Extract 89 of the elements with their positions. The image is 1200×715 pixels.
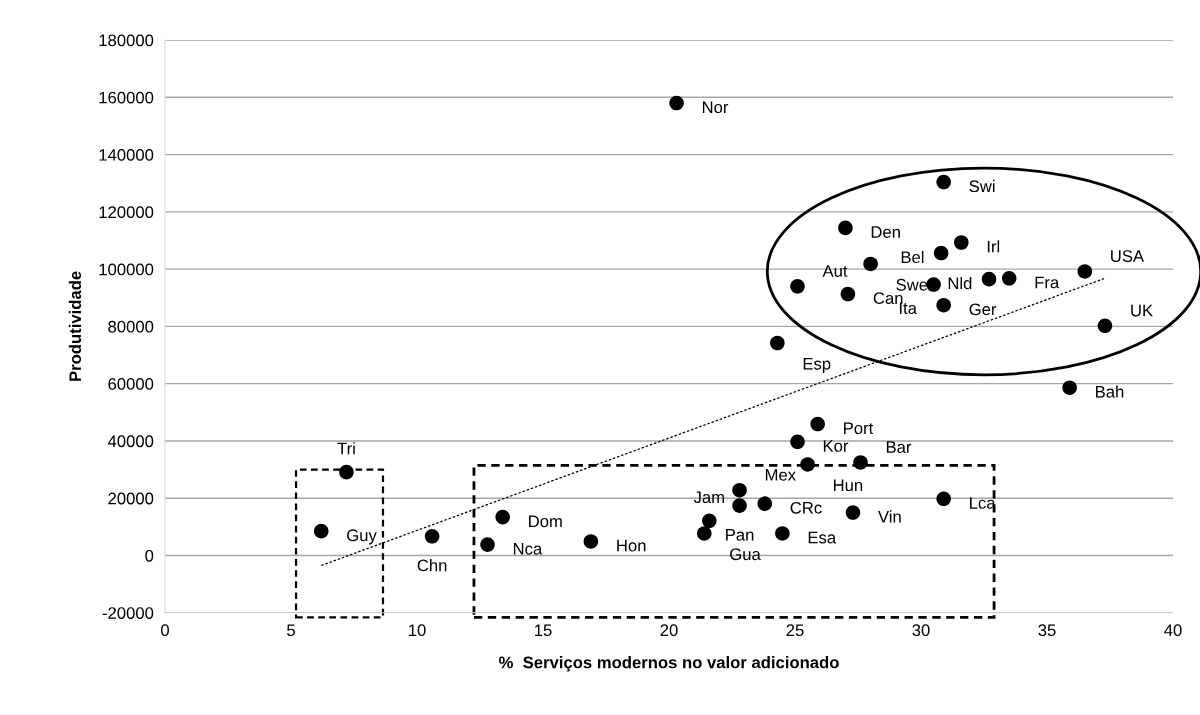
point <box>313 523 329 539</box>
annotation: Kor <box>823 440 849 452</box>
point <box>840 286 856 302</box>
y-tick-label: 80000 <box>108 320 154 333</box>
annotation: Swi <box>969 179 995 193</box>
point <box>810 416 825 432</box>
point <box>936 174 951 190</box>
annotation: USA <box>1111 250 1145 262</box>
annotation: Bah <box>1096 385 1124 398</box>
point <box>1097 318 1113 334</box>
y-axis-title: Produtividade <box>68 271 82 381</box>
annotation: Jam <box>693 491 724 504</box>
annotation: Ger <box>969 303 997 316</box>
annotation: Fra <box>1035 276 1060 289</box>
point <box>775 526 790 541</box>
annotation: Pan <box>726 529 754 541</box>
annotation: Irl <box>987 240 1000 253</box>
y-tick-label: 0 <box>145 549 154 562</box>
annotation: Nld <box>948 276 972 290</box>
point <box>1001 271 1017 286</box>
point <box>702 513 717 529</box>
annotation: Can <box>873 292 903 305</box>
y-tick-label: 160000 <box>99 91 154 104</box>
annotation: Hon <box>617 539 646 552</box>
annotation: Gua <box>730 548 761 561</box>
annotation: Nor <box>702 101 729 114</box>
point <box>800 457 815 472</box>
point <box>838 220 853 236</box>
annotation: Dom <box>529 515 562 528</box>
point <box>863 256 878 272</box>
point <box>424 529 440 544</box>
x-tick-label: 35 <box>1038 624 1056 637</box>
annotation: CRc <box>790 501 822 514</box>
point <box>669 95 684 111</box>
point <box>480 537 495 552</box>
x-tick-label: 10 <box>409 624 426 637</box>
point <box>732 498 747 513</box>
y-tick-label: 140000 <box>99 148 154 161</box>
annotation: Bar <box>886 441 912 453</box>
point <box>933 245 949 261</box>
point <box>732 482 747 498</box>
point <box>697 526 712 541</box>
annotation: Vin <box>878 510 901 523</box>
y-tick-label: 120000 <box>99 206 154 219</box>
point <box>790 434 805 450</box>
x-tick-label: 20 <box>660 624 678 637</box>
annotation: Esp <box>803 358 831 373</box>
point <box>926 277 941 292</box>
x-axis-title: % Serviços modernos no valor adicionado <box>499 656 839 672</box>
point <box>936 491 951 507</box>
annotation: Chn <box>417 559 447 572</box>
annotation: Mex <box>765 469 796 481</box>
x-tick-label: 25 <box>786 624 804 637</box>
annotation: Den <box>871 226 900 238</box>
point <box>757 496 773 511</box>
y-tick-label: 40000 <box>107 435 154 448</box>
annotation: Nca <box>513 543 543 555</box>
annotation: Port <box>844 422 874 435</box>
x-tick-label: 40 <box>1164 624 1182 637</box>
point <box>583 534 599 549</box>
point <box>981 271 997 287</box>
point <box>339 464 354 480</box>
point <box>936 297 951 313</box>
point <box>845 505 861 520</box>
y-tick-label: 180000 <box>99 34 154 47</box>
y-tick-label: 60000 <box>108 378 154 390</box>
annotation: Hun <box>833 479 863 492</box>
point <box>954 235 969 250</box>
annotation: Aut <box>822 265 848 277</box>
y-tick-label: 100000 <box>99 263 154 276</box>
x-tick-label: 5 <box>287 624 295 637</box>
point <box>790 279 805 294</box>
point <box>853 455 868 470</box>
annotation: Swe <box>896 278 928 291</box>
annotation: Esa <box>808 531 837 544</box>
annotation: Guy <box>347 529 377 545</box>
x-tick-label: 15 <box>535 624 552 637</box>
point <box>1062 380 1077 395</box>
point <box>770 335 785 351</box>
annotation: Bel <box>901 250 924 264</box>
x-tick-label: 30 <box>912 624 930 637</box>
annotation: UK <box>1131 304 1153 317</box>
point <box>1077 264 1093 279</box>
annotation: Tri <box>337 442 355 455</box>
y-tick-label: 20000 <box>108 492 154 505</box>
y-tick-label: -20000 <box>102 607 154 619</box>
x-tick-label: 0 <box>161 624 169 637</box>
annotation: Ita <box>899 302 917 315</box>
point <box>495 509 510 525</box>
